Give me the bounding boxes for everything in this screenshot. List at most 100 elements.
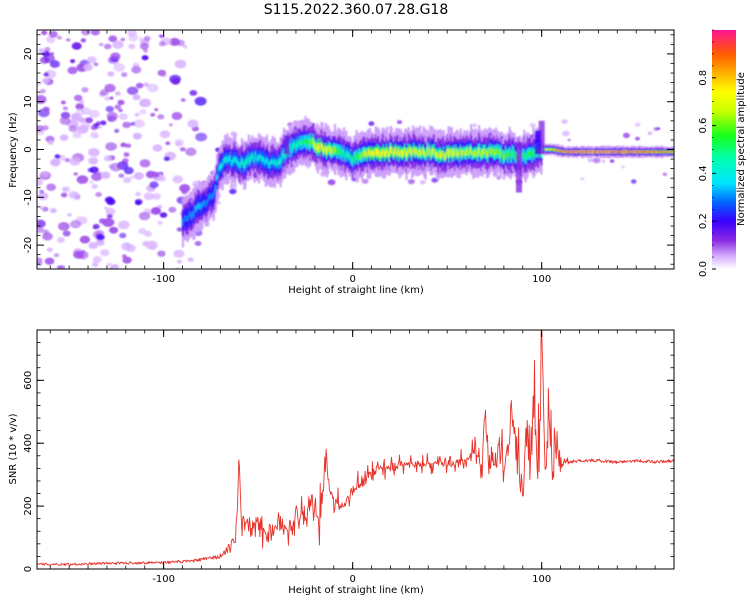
noise-speckle [653,127,659,131]
noise-speckle [601,160,606,163]
noise-speckle [93,62,99,67]
ridge-cell [635,151,638,153]
noise-speckle [58,222,70,231]
noise-speckle [112,40,124,49]
ridge-cell [631,151,634,153]
heatmap-ridge [181,116,674,248]
ridge-cell [426,146,430,153]
noise-speckle [171,112,183,120]
noise-speckle [150,112,156,117]
ridge-cell [525,154,528,160]
ridge-cell [268,161,271,168]
noise-speckle [176,39,185,47]
noise-speckle [125,143,132,148]
noise-speckle [128,34,139,42]
snr-background [37,330,674,569]
noise-speckle [115,91,121,96]
noise-speckle [158,41,166,47]
ridge-cell [404,147,407,153]
ridge-cell [387,150,390,158]
ridge-cell [640,151,643,153]
y-tick-label: 0 [23,566,34,572]
ridge-cell [185,216,188,222]
noise-speckle [89,131,99,139]
noise-speckle [126,86,139,96]
noise-speckle [59,134,69,141]
ridge-cell [430,151,433,158]
ridge-cell [666,151,669,153]
noise-speckle [111,264,119,269]
noise-speckle [131,66,142,74]
noise-speckle [630,179,637,184]
x-tick-label: 0 [349,574,355,585]
ridge-cell [237,161,240,166]
noise-speckle [42,232,53,241]
ridge-cell [333,146,337,153]
ridge-cell [254,151,257,159]
noise-speckle [587,158,594,163]
ridge-cell [209,193,212,200]
noise-speckle [592,157,601,164]
y-tick-label: -20 [23,237,34,253]
ridge-cell [601,151,604,153]
ridge-cell [514,154,517,160]
noise-speckle [176,227,183,232]
noise-speckle [635,136,640,141]
ridge-cell [213,190,216,196]
ridge-cell [497,149,500,155]
noise-speckle [134,112,140,117]
noise-speckle [172,175,183,184]
noise-speckle [73,172,78,176]
ridge-cell [636,151,639,153]
ridge-cell [521,156,524,162]
ridge-cell [221,162,224,168]
ridge-cell [660,151,663,153]
ridge-cell [440,152,443,160]
ridge-cell [394,147,397,155]
noise-speckle [37,192,49,201]
ridge-cell [530,150,533,157]
colorbar-tick-label: 0.4 [698,165,709,181]
ridge-cell [211,193,214,199]
noise-speckle [49,60,61,68]
noise-speckle [143,192,154,201]
noise-speckle [92,256,102,263]
snr-y-label: SNR (10 * v/v) [8,413,19,484]
noise-speckle [129,175,135,180]
ridge-cell [407,147,410,153]
colorbar: 0.0 0.2 0.4 0.6 0.8 Normalized spectral ampl… [698,29,747,277]
ridge-cell [378,150,381,157]
noise-speckle [91,262,99,268]
noise-speckle [120,37,126,42]
noise-speckle [181,189,188,195]
noise-speckle [621,165,625,169]
noise-speckle [152,144,163,152]
noise-speckle [104,206,108,210]
noise-speckle [128,43,136,50]
ridge-cell [617,151,620,153]
ridge-cell [321,143,324,150]
ridge-cell [547,148,550,151]
noise-speckle [194,241,202,246]
noise-speckle [119,232,127,239]
noise-speckle [159,212,168,218]
spectrogram-heatmap [37,30,674,269]
ridge-cell [510,153,513,160]
noise-speckle [134,199,142,206]
noise-speckle [73,250,85,259]
spectrogram-x-label: Height of straight line (km) [288,285,424,296]
noise-speckle [99,89,109,96]
ridge-cell [487,151,490,158]
noise-speckle [110,162,122,172]
ridge-cell [557,149,560,152]
noise-speckle [123,177,131,184]
figure-title: S115.2022.360.07.28.G18 [264,2,449,18]
ridge-cell [513,150,516,157]
noise-speckle [396,120,403,125]
noise-speckle [177,259,182,264]
spectrogram-x-axis: -100 0 100 [49,30,675,285]
noise-speckle [132,132,142,140]
noise-speckle [80,38,87,43]
ridge-cell [380,151,383,158]
